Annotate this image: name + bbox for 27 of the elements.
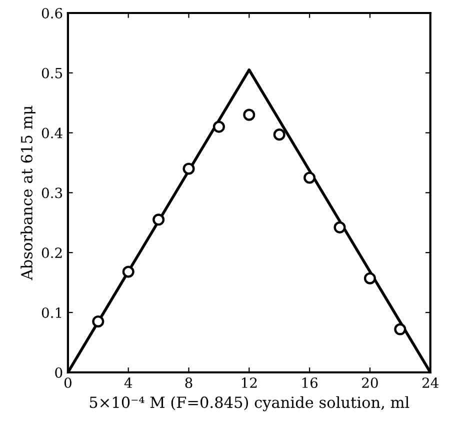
x-tick-label: 16: [302, 377, 318, 388]
y-tick-label: 0.2: [42, 248, 62, 258]
point: [182, 162, 195, 175]
x-tick-label: 20: [362, 377, 378, 388]
point: [212, 120, 225, 133]
x-tick-label: 24: [422, 377, 438, 388]
point: [304, 172, 316, 184]
y-axis-title: Absorbance at 615 mμ: [20, 106, 36, 280]
x-tick-label: 8: [185, 377, 192, 388]
point: [243, 108, 256, 121]
point: [273, 128, 286, 141]
y-tick-label: 0.5: [42, 68, 62, 78]
point: [122, 266, 134, 278]
y-tick-label: 0.3: [42, 188, 62, 198]
x-tick-label: 12: [242, 377, 257, 388]
point: [152, 214, 165, 226]
point: [334, 221, 346, 234]
point: [364, 272, 376, 284]
point: [92, 315, 104, 328]
x-tick-label: 0: [64, 377, 72, 388]
y-tick-label: 0.4: [42, 128, 62, 138]
x-axis-title: 5×10⁻⁴ M (F=0.845) cyanide solution, ml: [90, 396, 410, 412]
y-tick-label: 0.6: [42, 8, 62, 18]
y-tick-label: 0: [55, 367, 62, 378]
point: [394, 323, 406, 336]
y-tick-label: 0.1: [42, 307, 62, 318]
x-tick-label: 4: [124, 377, 132, 388]
